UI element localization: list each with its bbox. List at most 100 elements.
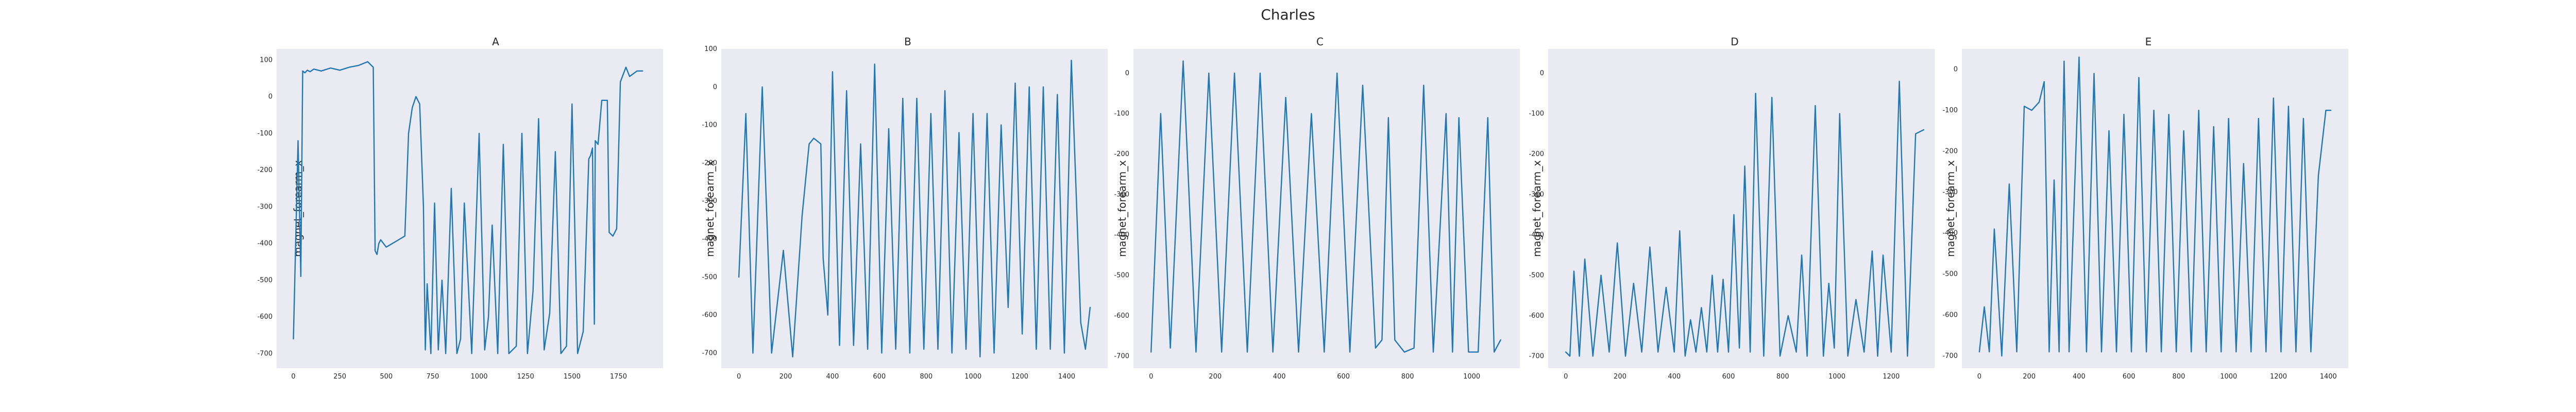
- subplot-d-xtick-label: 600: [1722, 373, 1735, 381]
- subplot-a-title: A: [492, 36, 499, 48]
- subplot-e-xtick-label: 1200: [2270, 373, 2287, 381]
- subplot-a-xtick-label: 250: [333, 373, 346, 381]
- subplot-c-yticks: -700 -600 -500 -400 -300 -200 -100 0: [1114, 70, 1129, 360]
- subplot-a-xtick-label: 750: [426, 373, 439, 381]
- subplot-b-xtick-label: 200: [779, 373, 792, 381]
- subplot-d-xtick-label: 1200: [1883, 373, 1900, 381]
- subplot-d-ylabel: magnet_forearm_x: [1531, 160, 1543, 257]
- subplot-d-ytick-label: -600: [1529, 312, 1544, 320]
- subplot-c-ytick-label: -700: [1114, 352, 1129, 360]
- subplot-e-xtick-label: 0: [1977, 373, 1981, 381]
- subplot-e-ytick-label: -300: [1942, 188, 1958, 196]
- subplot-e-ytick-label: 0: [1954, 66, 1958, 74]
- subplot-c: C magnet_forearm_x -700-600-500-400-300-…: [1114, 36, 1520, 381]
- subplot-e-title: E: [2145, 36, 2152, 48]
- subplot-e-xtick-label: 800: [2173, 373, 2185, 381]
- subplot-c-xtick-label: 0: [1149, 373, 1153, 381]
- subplot-d-xtick-label: 1000: [1828, 373, 1845, 381]
- subplot-b-xtick-label: 600: [873, 373, 886, 381]
- subplot-a: A magnet_forearm_x -700-600-500-400-300-…: [257, 36, 663, 381]
- subplot-c-xtick-label: 600: [1337, 373, 1350, 381]
- subplot-c-xtick-label: 1000: [1463, 373, 1480, 381]
- subplot-b: B magnet_forearm_x -700 -600 -500 -400 -300 -…: [702, 36, 1108, 381]
- subplot-c-ytick-label: -100: [1114, 110, 1129, 118]
- subplot-d-xtick-label: 0: [1564, 373, 1568, 381]
- subplot-c-xticks: 0 200 400 600 800 1000: [1149, 373, 1480, 381]
- subplot-c-background: [1133, 49, 1520, 368]
- subplot-c-ytick-label: -200: [1114, 150, 1129, 158]
- subplot-b-ylabel: magnet_forearm_x: [704, 160, 716, 257]
- subplot-e-xtick-label: 400: [2073, 373, 2086, 381]
- subplot-d-xtick-label: 800: [1776, 373, 1789, 381]
- subplot-b-ytick-label: 100: [704, 45, 717, 53]
- subplot-a-xtick-label: 1000: [470, 373, 487, 381]
- subplot-d-background: [1548, 49, 1935, 368]
- subplot-e-xtick-label: 1400: [2320, 373, 2337, 381]
- subplot-e: E magnet_forearm_x -700-600-500-400-300-…: [1942, 36, 2348, 381]
- subplot-b-yticks: -700 -600 -500 -400 -300 -200 -100 0 100: [702, 45, 717, 357]
- subplot-a-ytick-label: 100: [260, 56, 273, 64]
- subplot-b-xtick-label: 0: [737, 373, 741, 381]
- subplot-d: D magnet_forearm_x -700-600-500-400-300-…: [1529, 36, 1935, 381]
- subplot-b-xtick-label: 1000: [964, 373, 981, 381]
- subplot-a-xtick-label: 1500: [564, 373, 581, 381]
- subplot-a-ytick-label: -400: [257, 240, 273, 248]
- subplot-d-ytick-label: -300: [1529, 191, 1544, 199]
- subplot-a-ytick-label: -500: [257, 277, 273, 284]
- subplot-e-ytick-label: -600: [1942, 312, 1958, 319]
- subplot-a-xticks: 0 250 500 750 1000 1250 1500 1750: [291, 373, 627, 381]
- subplot-d-ytick-label: -700: [1529, 352, 1544, 360]
- subplot-d-ytick-label: -400: [1529, 231, 1544, 239]
- subplot-d-title: D: [1731, 36, 1738, 48]
- subplot-e-xtick-label: 200: [2023, 373, 2036, 381]
- subplot-c-ytick-label: 0: [1125, 70, 1129, 77]
- subplot-b-xtick-label: 1200: [1011, 373, 1028, 381]
- subplot-e-ytick-label: -100: [1942, 107, 1958, 114]
- subplot-d-ytick-label: -200: [1529, 150, 1544, 158]
- subplot-e-xticks: 0 200 400 600 800 1000 1200 1400: [1977, 373, 2337, 381]
- subplot-d-series-line: [1565, 80, 1925, 357]
- subplot-e-background: [1962, 49, 2348, 368]
- subplot-e-yticks: -700 -600 -500 -400 -300 -200 -100 0: [1942, 66, 1958, 360]
- subplot-c-ytick-label: -500: [1114, 271, 1129, 279]
- subplot-c-ytick-label: -300: [1114, 191, 1129, 199]
- subplot-b-ytick-label: -300: [702, 197, 717, 205]
- subplot-c-series-line: [1150, 60, 1501, 353]
- subplot-b-ytick-label: -400: [702, 235, 717, 243]
- subplot-d-yticks: -700 -600 -500 -400 -300 -200 -100 0: [1529, 70, 1544, 360]
- subplot-b-xticks: 0 200 400 600 800 1000 1200 1400: [737, 373, 1075, 381]
- subplot-c-ytick-label: -400: [1114, 231, 1129, 239]
- subplot-d-xticks: 0 200 400 600 800 1000 1200: [1564, 373, 1900, 381]
- subplot-b-series-line: [738, 59, 1091, 358]
- subplot-b-title: B: [904, 36, 911, 48]
- subplot-a-xtick-label: 0: [291, 373, 295, 381]
- subplot-c-xtick-label: 800: [1401, 373, 1414, 381]
- subplot-c-title: C: [1316, 36, 1324, 48]
- subplot-b-ytick-label: -500: [702, 273, 717, 281]
- subplot-d-ytick-label: -100: [1529, 110, 1544, 118]
- subplot-e-xtick-label: 600: [2123, 373, 2136, 381]
- subplot-b-ytick-label: -600: [702, 312, 717, 319]
- subplot-c-xtick-label: 200: [1209, 373, 1222, 381]
- subplot-c-ytick-label: -600: [1114, 312, 1129, 320]
- figure-title: Charles: [1261, 6, 1315, 23]
- subplot-a-xtick-label: 1250: [517, 373, 534, 381]
- subplot-d-ytick-label: 0: [1540, 70, 1544, 77]
- subplot-b-xtick-label: 800: [920, 373, 933, 381]
- subplot-e-ytick-label: -700: [1942, 352, 1958, 360]
- subplot-b-xtick-label: 1400: [1058, 373, 1075, 381]
- subplot-e-series-line: [1978, 56, 2332, 357]
- subplot-c-xtick-label: 400: [1273, 373, 1286, 381]
- subplot-b-ytick-label: -100: [702, 122, 717, 129]
- subplot-a-xtick-label: 1750: [610, 373, 627, 381]
- subplot-e-ytick-label: -200: [1942, 148, 1958, 156]
- subplot-e-xtick-label: 1000: [2220, 373, 2237, 381]
- subplot-a-series-line: [293, 61, 643, 354]
- subplot-a-ytick-label: -100: [257, 130, 273, 138]
- subplot-a-ytick-label: 0: [268, 93, 273, 101]
- subplot-e-ytick-label: -500: [1942, 270, 1958, 278]
- subplot-b-ytick-label: -700: [702, 349, 717, 357]
- subplot-e-ytick-label: -400: [1942, 230, 1958, 237]
- subplot-a-xtick-label: 500: [380, 373, 393, 381]
- subplot-d-ytick-label: -500: [1529, 271, 1544, 279]
